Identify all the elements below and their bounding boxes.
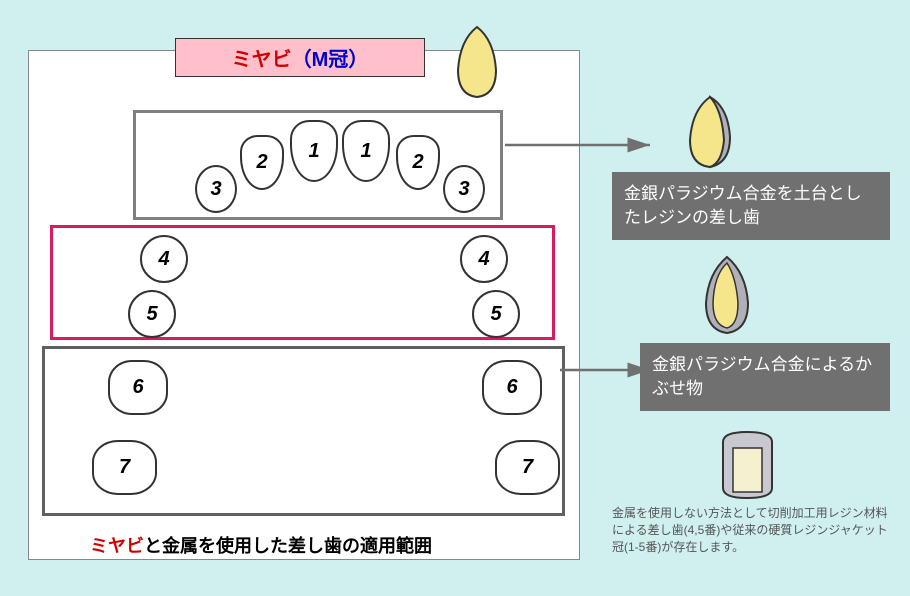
caption-part2: と金属を使用した差し歯の適用範囲 xyxy=(144,536,432,556)
tooth-icon-jacket xyxy=(715,430,780,500)
tooth-7: 7 xyxy=(495,440,560,495)
tooth-3: 3 xyxy=(443,165,485,213)
crown-info-text: 金銀パラジウム合金によるかぶせ物 xyxy=(652,355,872,398)
title-part1: ミヤビ xyxy=(232,49,292,71)
tooth-7: 7 xyxy=(92,440,157,495)
tooth-4: 4 xyxy=(140,235,188,283)
caption-part1: ミヤビ xyxy=(90,536,144,556)
diagram-caption: ミヤビと金属を使用した差し歯の適用範囲 xyxy=(90,532,432,558)
tooth-icon-simple xyxy=(450,25,505,100)
footnote-text: 金属を使用しない方法として切削加工用レジン材料による差し歯(4,5番)や従来の硬… xyxy=(612,505,897,555)
title-part2: （M冠） xyxy=(292,49,369,71)
tooth-5: 5 xyxy=(472,290,520,338)
tooth-3: 3 xyxy=(195,165,237,213)
tooth-6: 6 xyxy=(108,360,168,415)
crown-info-box: 金銀パラジウム合金によるかぶせ物 xyxy=(640,343,890,411)
tooth-icon-crown xyxy=(700,255,755,335)
tooth-icon-resin xyxy=(680,95,740,170)
title-box: ミヤビ（M冠） xyxy=(175,38,425,77)
tooth-5: 5 xyxy=(128,290,176,338)
tooth-6: 6 xyxy=(482,360,542,415)
resin-info-box: 金銀パラジウム合金を土台としたレジンの差し歯 xyxy=(612,172,890,240)
tooth-4: 4 xyxy=(460,235,508,283)
resin-info-text: 金銀パラジウム合金を土台としたレジンの差し歯 xyxy=(624,184,862,227)
